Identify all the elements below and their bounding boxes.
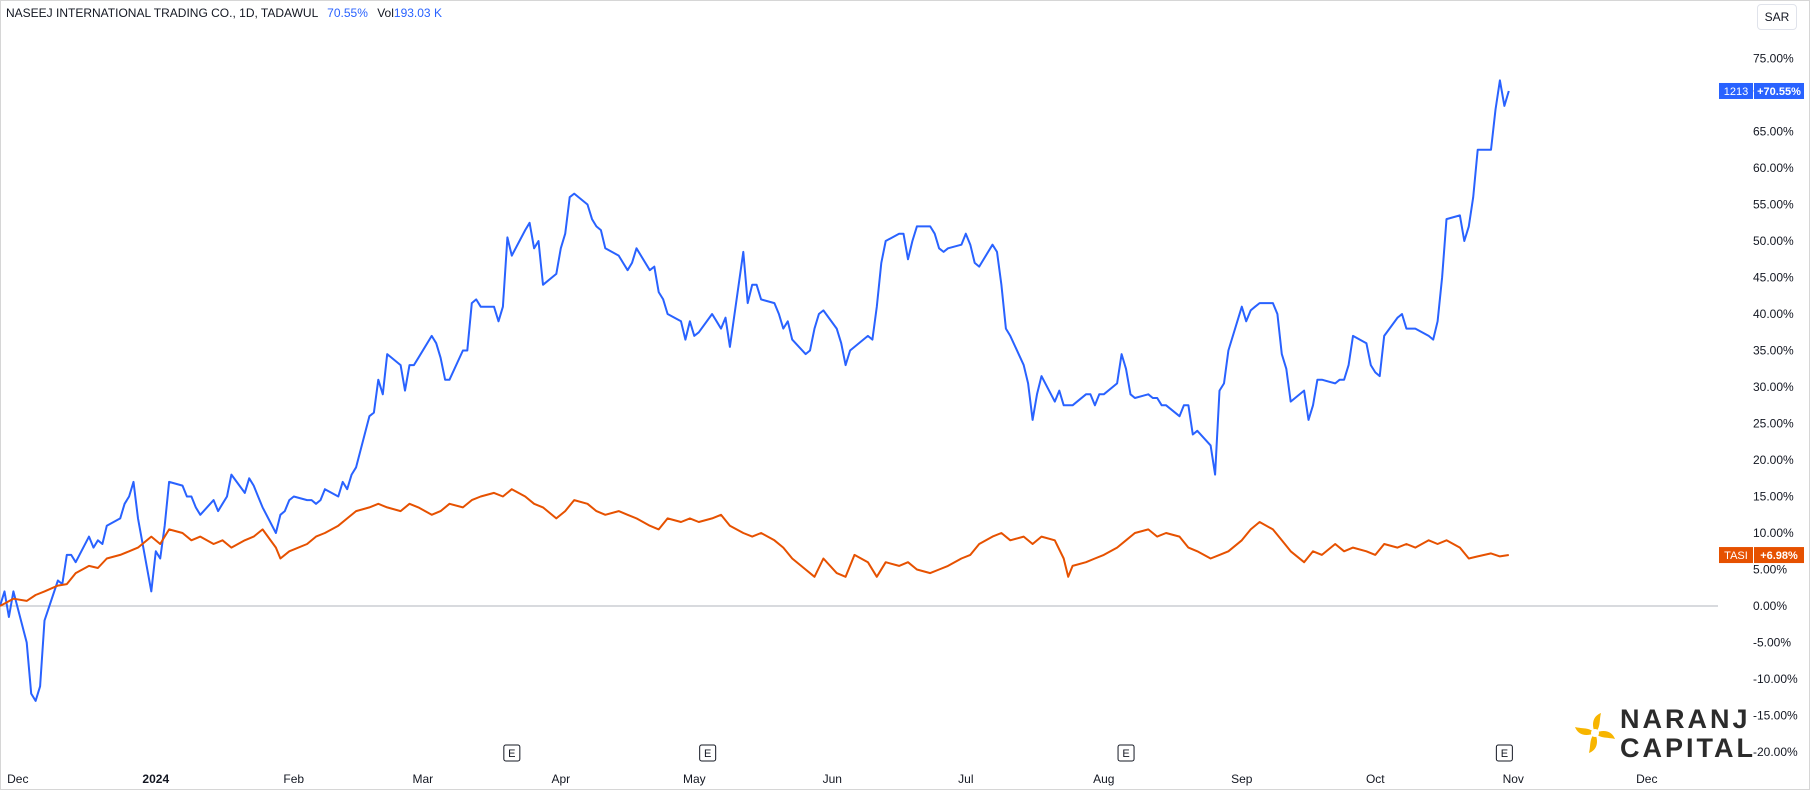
badge-name-bg bbox=[1719, 82, 1753, 99]
x-tick-label: Jul bbox=[958, 772, 973, 786]
y-tick-label: 45.00% bbox=[1753, 271, 1794, 285]
x-tick-label: Sep bbox=[1231, 772, 1253, 786]
logo-line-1: NARANJ bbox=[1620, 704, 1751, 734]
logo-icon bbox=[1575, 713, 1615, 753]
y-tick-label: 60.00% bbox=[1753, 161, 1794, 175]
y-tick-label: 40.00% bbox=[1753, 307, 1794, 321]
volume-label: Vol bbox=[377, 6, 394, 20]
x-tick-label: Dec bbox=[1636, 772, 1657, 786]
logo-text: NARANJ CAPITAL bbox=[1620, 705, 1756, 763]
y-tick-label: 0.00% bbox=[1753, 599, 1787, 613]
badge-tasi: TASI +6.98% bbox=[1719, 547, 1804, 564]
series-line-tasi[interactable] bbox=[0, 488, 1509, 607]
change-percent: 70.55% bbox=[327, 6, 368, 20]
volume-value: 193.03 K bbox=[393, 6, 442, 20]
y-tick-label: 55.00% bbox=[1753, 198, 1794, 212]
earnings-marker[interactable]: E bbox=[1117, 744, 1135, 762]
series-line-1213[interactable] bbox=[0, 79, 1510, 702]
y-tick-label: -5.00% bbox=[1753, 636, 1791, 650]
x-tick-label: Feb bbox=[283, 772, 304, 786]
earnings-marker-box bbox=[699, 744, 717, 762]
earnings-marker-box bbox=[1495, 744, 1513, 762]
x-tick-label: Oct bbox=[1366, 772, 1385, 786]
y-tick-label: 35.00% bbox=[1753, 344, 1794, 358]
y-tick-label: 5.00% bbox=[1753, 563, 1787, 577]
y-tick-label: -20.00% bbox=[1753, 745, 1798, 759]
y-tick-label: -10.00% bbox=[1753, 672, 1798, 686]
x-tick-label: May bbox=[683, 772, 706, 786]
earnings-marker-label: E bbox=[1122, 748, 1129, 760]
y-tick-label: 20.00% bbox=[1753, 453, 1794, 467]
earnings-marker[interactable]: E bbox=[699, 744, 717, 762]
y-tick-label: 25.00% bbox=[1753, 417, 1794, 431]
badge-name-bg bbox=[1719, 547, 1753, 564]
earnings-marker-box bbox=[503, 744, 521, 762]
earnings-marker-label: E bbox=[508, 748, 515, 760]
y-tick-label: -15.00% bbox=[1753, 709, 1798, 723]
earnings-marker-box bbox=[1117, 744, 1135, 762]
legend: NASEEJ INTERNATIONAL TRADING CO., 1D, TA… bbox=[6, 6, 442, 20]
badge-1213: 1213 +70.55% bbox=[1719, 82, 1804, 99]
naranj-capital-logo: NARANJ CAPITAL bbox=[1573, 703, 1763, 765]
x-tick-label: Dec bbox=[7, 772, 28, 786]
earnings-marker-label: E bbox=[704, 748, 711, 760]
x-tick-label: 2024 bbox=[142, 772, 169, 786]
y-tick-label: 10.00% bbox=[1753, 526, 1794, 540]
earnings-marker[interactable]: E bbox=[503, 744, 521, 762]
y-tick-label: 30.00% bbox=[1753, 380, 1794, 394]
logo-line-2: CAPITAL bbox=[1620, 733, 1756, 763]
x-tick-label: Mar bbox=[412, 772, 433, 786]
symbol-name[interactable]: NASEEJ INTERNATIONAL TRADING CO., 1D, TA… bbox=[6, 6, 318, 20]
x-tick-label: Aug bbox=[1093, 772, 1114, 786]
earnings-marker[interactable]: E bbox=[1495, 744, 1513, 762]
badge-series-name: 1213 bbox=[1724, 86, 1748, 98]
earnings-marker-label: E bbox=[1501, 748, 1508, 760]
badge-series-value: +6.98% bbox=[1760, 550, 1798, 562]
y-tick-label: 50.00% bbox=[1753, 234, 1794, 248]
x-tick-label: Jun bbox=[823, 772, 842, 786]
badge-value-bg bbox=[1754, 82, 1804, 99]
y-tick-label: 65.00% bbox=[1753, 125, 1794, 139]
y-tick-label: 15.00% bbox=[1753, 490, 1794, 504]
badge-value-bg bbox=[1754, 547, 1804, 564]
currency-button[interactable]: SAR bbox=[1757, 4, 1797, 30]
x-tick-label: Apr bbox=[551, 772, 570, 786]
y-tick-label: 75.00% bbox=[1753, 52, 1794, 66]
badge-series-value: +70.55% bbox=[1757, 86, 1801, 98]
x-tick-label: Nov bbox=[1503, 772, 1524, 786]
badge-series-name: TASI bbox=[1724, 550, 1748, 562]
